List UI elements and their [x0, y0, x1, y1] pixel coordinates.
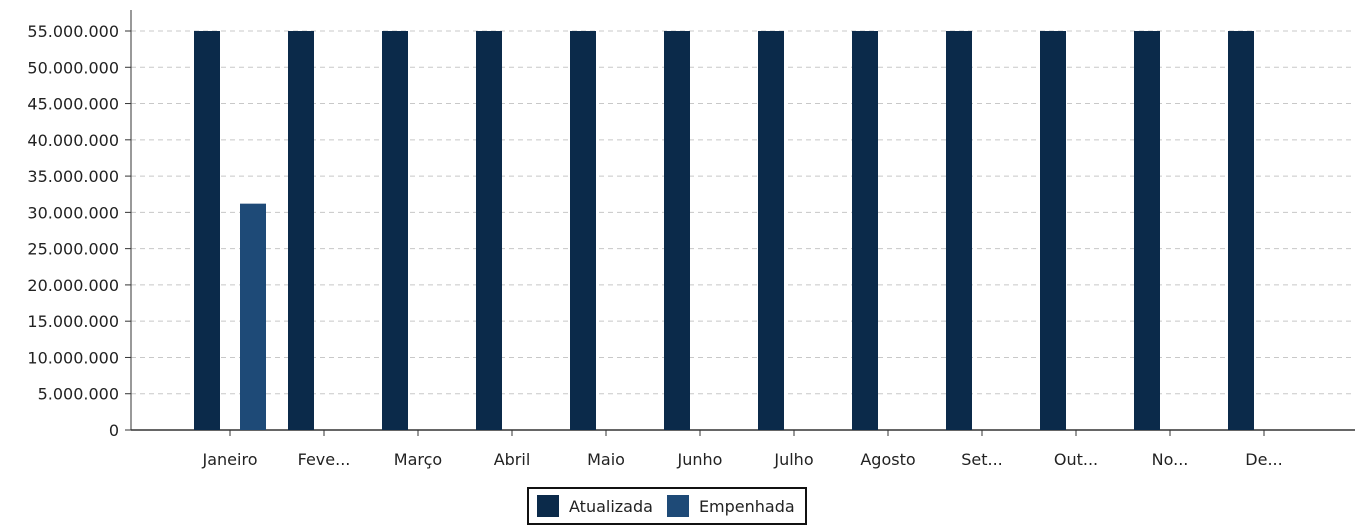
y-tick-label: 35.000.000: [27, 167, 119, 186]
y-tick-label: 50.000.000: [27, 58, 119, 77]
bar-atualizada: [382, 31, 408, 430]
chart-legend: Atualizada Empenhada: [527, 487, 807, 525]
x-tick-label: Maio: [587, 450, 625, 469]
x-tick-label: Janeiro: [202, 450, 258, 469]
y-tick-label: 0: [109, 421, 119, 440]
y-tick-label: 30.000.000: [27, 203, 119, 222]
x-tick-label: Março: [394, 450, 442, 469]
x-tick-label: Abril: [494, 450, 531, 469]
bar-atualizada: [476, 31, 502, 430]
legend-label-atualizada: Atualizada: [569, 496, 653, 516]
x-tick-label: De...: [1245, 450, 1282, 469]
legend-swatch-atualizada: [537, 495, 559, 517]
y-tick-label: 5.000.000: [38, 385, 119, 404]
bar-atualizada: [570, 31, 596, 430]
y-tick-label: 20.000.000: [27, 276, 119, 295]
bar-chart: 0 5.000.000 10.000.000 15.000.000 20.000.000…: [27, 10, 1355, 469]
legend-label-empenhada: Empenhada: [698, 496, 795, 516]
y-tick-label: 45.000.000: [27, 95, 119, 114]
x-tick-label: Feve...: [298, 450, 351, 469]
x-tick-label: Set...: [961, 450, 1003, 469]
y-tick-label: 15.000.000: [27, 312, 119, 331]
y-tick-label: 10.000.000: [27, 348, 119, 367]
bar-atualizada: [946, 31, 972, 430]
bar-atualizada: [1134, 31, 1160, 430]
y-tick-label: 25.000.000: [27, 240, 119, 259]
bar-atualizada: [194, 31, 220, 430]
bar-empenhada: [240, 203, 266, 430]
bar-atualizada: [288, 31, 314, 430]
legend-item-empenhada[interactable]: Empenhada: [666, 495, 795, 517]
bar-atualizada: [664, 31, 690, 430]
bar-atualizada: [1040, 31, 1066, 430]
x-tick-label: No...: [1152, 450, 1189, 469]
x-tick-label: Out...: [1054, 450, 1098, 469]
legend-item-atualizada[interactable]: Atualizada: [537, 495, 653, 517]
x-tick-label: Agosto: [860, 450, 915, 469]
y-tick-label: 40.000.000: [27, 131, 119, 150]
legend-swatch-empenhada: [666, 495, 689, 517]
x-tick-label: Julho: [773, 450, 813, 469]
y-tick-label: 55.000.000: [27, 22, 119, 41]
x-tick-label: Junho: [677, 450, 723, 469]
bar-atualizada: [1228, 31, 1254, 430]
bar-atualizada: [852, 31, 878, 430]
bar-atualizada: [758, 31, 784, 430]
